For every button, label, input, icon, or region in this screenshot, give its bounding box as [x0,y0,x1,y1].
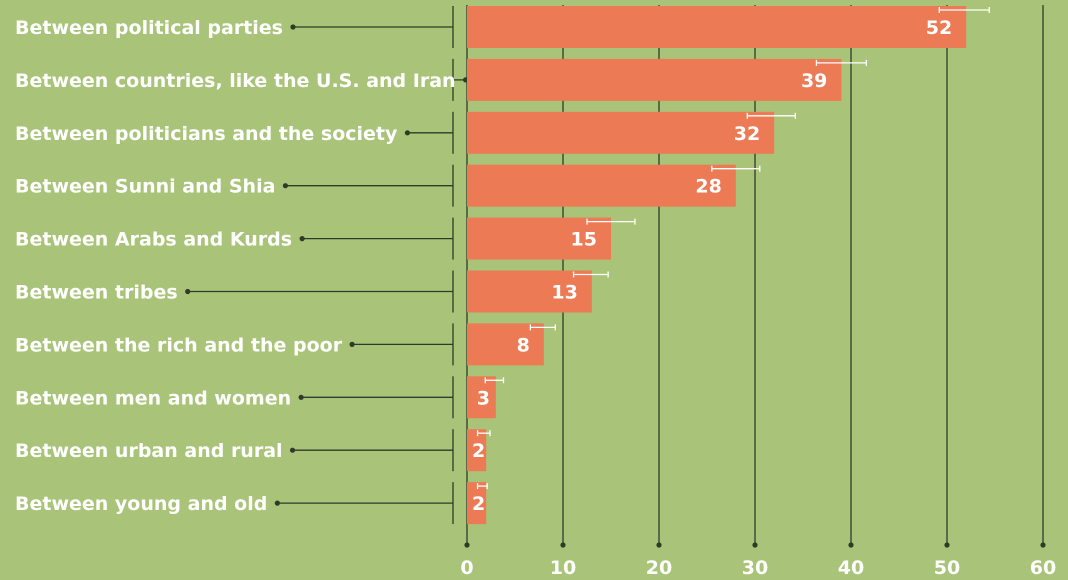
error-bar-between-young-and-old [476,483,488,490]
value-label-between-politicians-and-the-society: 32 [734,123,760,145]
tick-dot-0 [464,542,470,548]
x-axis-ticks: 0 10 20 30 40 50 60 [460,542,1056,579]
error-bar-between-urban-and-rural [476,430,491,437]
category-label-between-tribes: Between tribes [15,282,178,304]
label-connector-dot [298,394,304,400]
bars [467,6,967,525]
tick-label-30: 30 [742,557,768,579]
category-label-between-politicians-and-the-society: Between politicians and the society [15,123,398,145]
value-label-between-arabs-and-kurds: 15 [571,229,597,251]
category-label-between-urban-and-rural: Between urban and rural [15,440,283,462]
value-label-between-countries-like-the-u-s-and-iran: 39 [801,70,827,92]
label-connector-dot [462,77,469,83]
error-bar-between-tribes [572,271,609,278]
value-label-between-tribes: 13 [551,282,577,304]
tick-dot-30 [752,542,758,548]
category-label-between-men-and-women: Between men and women [15,387,291,409]
error-bar-between-political-parties [938,7,990,13]
tick-dot-10 [560,542,566,548]
tick-label-10: 10 [550,557,576,579]
label-connector-dot [290,24,296,30]
tick-label-20: 20 [646,557,672,579]
tick-label-50: 50 [934,557,960,579]
tick-dot-40 [848,542,854,548]
label-connector-dot [274,500,280,506]
tick-label-60: 60 [1030,557,1056,579]
bar-between-young-and-old [467,482,487,525]
tick-dot-60 [1040,542,1046,548]
tick-dot-50 [944,542,950,548]
label-connector-dot [185,288,191,295]
label-connector-dot [299,236,305,242]
value-label-between-men-and-women: 3 [477,387,490,409]
bar-between-tribes [467,270,592,313]
value-label-between-political-parties: 52 [926,17,952,39]
tick-dot-20 [656,542,662,548]
error-bar-between-countries-like-the-u-s-and-iran [815,59,868,66]
bar-between-urban-and-rural [467,429,487,472]
label-connectors [185,6,469,525]
value-label-between-urban-and-rural: 2 [472,440,485,462]
label-connector-dot [349,341,355,347]
error-bar-between-sunni-and-shia [711,165,761,172]
label-connector-dot [289,447,296,453]
bar-between-countries-like-the-u-s-and-iran [467,58,842,101]
category-label-between-the-rich-and-the-poor: Between the rich and the poor [15,334,343,356]
category-label-between-sunni-and-shia: Between Sunni and Shia [15,176,275,198]
value-label-between-sunni-and-shia: 28 [695,176,721,198]
category-labels: Between political parties Between countri… [15,17,456,515]
category-label-between-countries-like-the-u-s-and-iran: Between countries, like the U.S. and Ira… [15,70,456,92]
bar-between-men-and-women [467,376,496,419]
category-label-between-young-and-old: Between young and old [15,493,267,515]
value-label-between-the-rich-and-the-poor: 8 [517,334,530,356]
value-label-between-young-and-old: 2 [472,493,485,515]
error-bar-between-politicians-and-the-society [746,112,796,119]
error-bar-between-men-and-women [484,377,505,384]
label-connector-dot [282,183,289,189]
tick-label-40: 40 [838,557,864,579]
error-bar-between-arabs-and-kurds [586,218,636,225]
label-connector-dot [404,130,411,136]
bar-between-sunni-and-shia [467,164,736,207]
bar-between-the-rich-and-the-poor [467,323,544,366]
error-bars [476,7,990,490]
tick-label-0: 0 [460,557,473,579]
category-label-between-political-parties: Between political parties [15,17,283,39]
category-label-between-arabs-and-kurds: Between Arabs and Kurds [15,229,292,251]
bar-between-political-parties [467,6,967,48]
bar-between-politicians-and-the-society [467,111,775,154]
error-bar-between-the-rich-and-the-poor [529,324,556,331]
